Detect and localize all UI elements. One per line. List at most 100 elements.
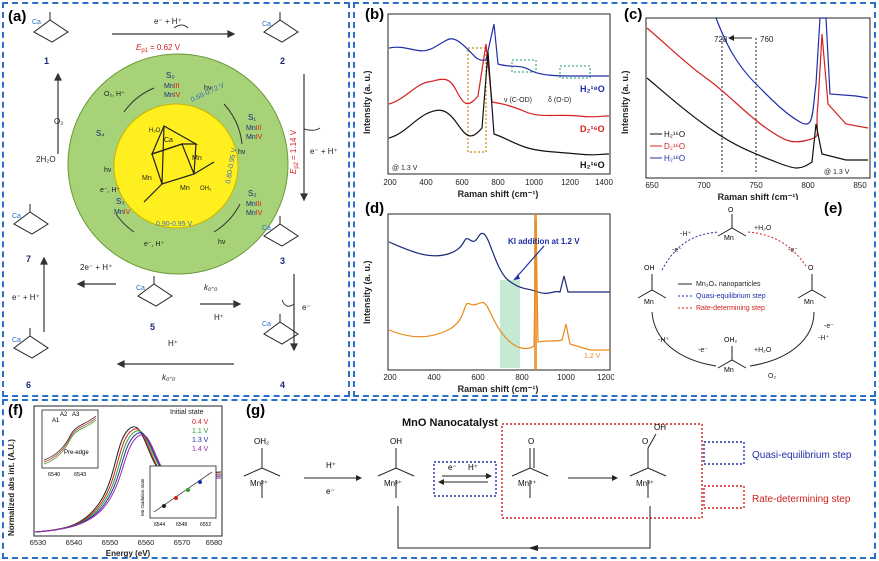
svg-text:800: 800 — [801, 181, 815, 190]
b-label-h218o: H₂¹⁸O — [580, 84, 605, 94]
svg-text:Ca: Ca — [164, 137, 173, 144]
e-legend: Mn₃O₄ nanoparticles Quasi-equilibrium st… — [678, 281, 766, 312]
svg-text:Normalized abs int. (A.U.): Normalized abs int. (A.U.) — [7, 439, 16, 536]
svg-text:1.2 V: 1.2 V — [584, 353, 601, 360]
svg-text:hν: hν — [204, 85, 212, 92]
svg-text:6580: 6580 — [206, 538, 223, 547]
svg-text:e⁻: e⁻ — [326, 487, 335, 496]
panel-b-chart: Intensity (a. u.) 200 400 600 800 1000 1… — [362, 13, 613, 199]
svg-text:Raman shift (cm⁻¹): Raman shift (cm⁻¹) — [718, 192, 799, 200]
cycle-v3: 0.90-0.95 V — [156, 221, 193, 228]
svg-text:6550: 6550 — [102, 538, 119, 547]
svg-text:0.4 V: 0.4 V — [192, 419, 209, 426]
svg-text:Intensity (a. u.): Intensity (a. u.) — [362, 260, 372, 324]
panel-d-chart: Intensity (a. u.) 200 400 600 800 1000 1… — [362, 213, 614, 394]
svg-text:e⁻, H⁺: e⁻, H⁺ — [100, 187, 121, 194]
svg-text:k₀-₀: k₀-₀ — [204, 283, 218, 292]
svg-text:OH: OH — [644, 265, 655, 272]
panel-fg-frame — [2, 399, 876, 559]
complex-3: 3 — [280, 256, 285, 266]
svg-text:Mn: Mn — [192, 155, 202, 162]
svg-text:6570: 6570 — [174, 538, 191, 547]
svg-text:O₂: O₂ — [54, 117, 63, 126]
svg-text:D₂¹⁶O: D₂¹⁶O — [664, 142, 685, 151]
svg-text:750: 750 — [749, 181, 763, 190]
svg-text:200: 200 — [383, 373, 397, 382]
svg-text:e⁻ + H⁺: e⁻ + H⁺ — [310, 147, 338, 156]
svg-text:Energy (eV): Energy (eV) — [106, 549, 151, 558]
svg-text:O: O — [642, 437, 648, 446]
svg-text:200: 200 — [383, 178, 397, 187]
svg-text:Pre-edge: Pre-edge — [64, 450, 89, 456]
cycle-s1: S₁ — [248, 113, 256, 122]
svg-text:H⁺: H⁺ — [168, 339, 178, 348]
svg-text:Ca: Ca — [136, 285, 145, 292]
svg-text:MnIV: MnIV — [164, 92, 181, 99]
svg-text:650: 650 — [645, 181, 659, 190]
b-highlight-box — [467, 47, 487, 153]
svg-text:Ca: Ca — [262, 321, 271, 328]
svg-text:-e⁻: -e⁻ — [824, 323, 834, 330]
svg-text:@ 1.3 V: @ 1.3 V — [392, 165, 418, 172]
svg-text:1200: 1200 — [597, 373, 614, 382]
svg-text:400: 400 — [419, 178, 433, 187]
svg-text:MnIII: MnIII — [246, 125, 262, 132]
cycle-s4: S₄ — [96, 129, 105, 138]
svg-text:Mn: Mn — [724, 235, 734, 242]
svg-text:O₂: O₂ — [768, 373, 776, 380]
svg-text:hν: hν — [238, 149, 246, 156]
svg-text:Mn: Mn — [724, 367, 734, 374]
svg-text:Mn: Mn — [142, 175, 152, 182]
svg-text:Ca: Ca — [262, 225, 271, 232]
svg-text:A3: A3 — [72, 412, 80, 418]
g-mn-1: Mn²⁺ — [250, 479, 268, 488]
ep2-label: Ep2= 1.14 V — [289, 129, 300, 174]
svg-text:1000: 1000 — [557, 373, 575, 382]
b-series-h218o — [388, 23, 609, 77]
panel-e-diagram: O Mn OH Mn O Mn OH₂ Mn -H⁺ -e⁻ +H₂O -e⁻ … — [637, 207, 834, 380]
svg-text:1.1 V: 1.1 V — [192, 428, 209, 435]
svg-text:H⁺: H⁺ — [468, 463, 478, 472]
svg-text:Mn: Mn — [804, 299, 814, 306]
svg-text:MnIII: MnIII — [246, 201, 262, 208]
svg-text:MnIV: MnIV — [246, 134, 263, 141]
svg-text:1400: 1400 — [595, 178, 613, 187]
svg-text:-H⁺: -H⁺ — [680, 231, 691, 238]
d-series-top — [388, 232, 610, 295]
svg-text:-H⁺: -H⁺ — [818, 335, 829, 342]
svg-text:O: O — [728, 207, 734, 214]
svg-text:Raman shift (cm⁻¹): Raman shift (cm⁻¹) — [458, 384, 539, 394]
svg-text:e⁻: e⁻ — [448, 463, 457, 472]
d-green-band — [500, 280, 520, 368]
svg-text:728: 728 — [714, 35, 728, 44]
svg-text:e⁻ + H⁺: e⁻ + H⁺ — [154, 17, 182, 26]
svg-text:OH₂: OH₂ — [724, 337, 738, 344]
complex-1: 1 — [44, 56, 49, 66]
panel-bcde-frame — [353, 2, 876, 397]
complex-2: 2 — [280, 56, 285, 66]
svg-text:6543: 6543 — [74, 472, 86, 478]
svg-text:6560: 6560 — [138, 538, 155, 547]
cycle-o2h: O₂, H⁺ — [104, 91, 125, 98]
svg-text:O: O — [528, 437, 534, 446]
complex-7: 7 — [26, 254, 31, 264]
c-series-h216o — [646, 77, 868, 169]
g-rate-box — [501, 423, 703, 519]
svg-text:Intensity (a. u.): Intensity (a. u.) — [620, 70, 630, 134]
svg-text:600: 600 — [471, 373, 485, 382]
svg-text:OH₂: OH₂ — [200, 186, 212, 192]
d-series-bottom — [388, 219, 610, 351]
cycle-core — [113, 103, 239, 229]
panel-f-label: (f) — [8, 402, 23, 419]
cycle-s2: S₂ — [248, 189, 256, 198]
svg-text:O: O — [808, 265, 814, 272]
svg-text:e⁻, H⁺: e⁻, H⁺ — [144, 241, 165, 248]
complex-4: 4 — [280, 380, 285, 390]
g-mn-2: Mn³⁺ — [384, 479, 402, 488]
svg-text:Mn₃O₄ nanoparticles: Mn₃O₄ nanoparticles — [696, 281, 761, 288]
cycle-s3: S₃ — [116, 197, 125, 206]
svg-text:-e⁻: -e⁻ — [698, 347, 708, 354]
svg-text:ν (C-OD): ν (C-OD) — [504, 97, 532, 104]
complex-6: 6 — [26, 380, 31, 390]
svg-text:Mn Oxidation state: Mn Oxidation state — [140, 478, 145, 516]
